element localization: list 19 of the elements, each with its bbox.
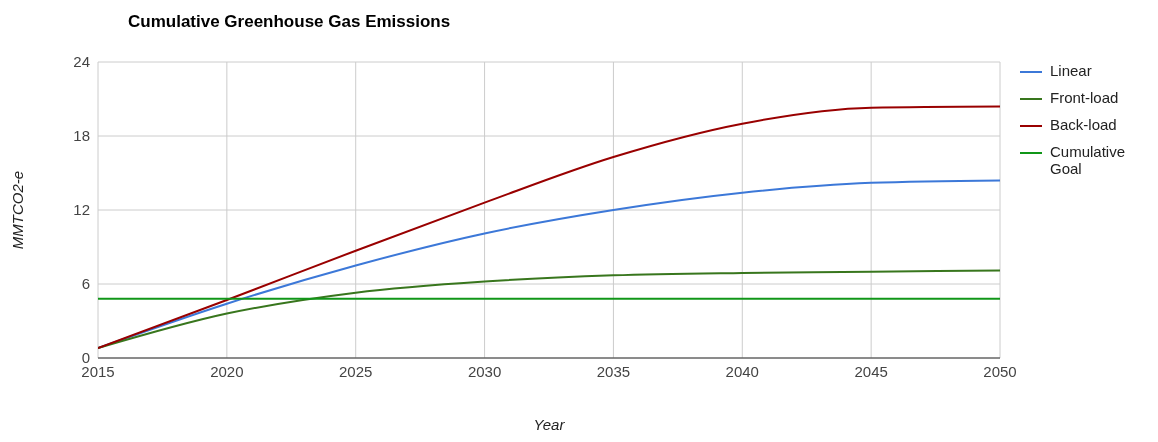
legend-label: Cumulative Goal [1050,143,1126,177]
y-tick-label: 12 [73,201,90,219]
x-tick-label: 2030 [467,362,502,380]
y-tick-label: 18 [73,127,90,145]
legend-label: Back-load [1050,116,1118,133]
x-tick-label: 2025 [339,362,373,380]
x-tick-label: 2035 [596,362,631,380]
x-tick-label: 2040 [725,362,759,380]
x-tick-label: 2020 [210,362,244,380]
chart-title: Cumulative Greenhouse Gas Emissions [128,12,451,32]
y-tick-label: 6 [81,275,90,293]
x-tick-label: 2045 [854,362,888,380]
y-axis-title: MMTCO2-e [9,170,27,250]
x-tick-label: 2050 [983,362,1017,380]
line-series [98,105,1000,350]
x-axis-title: Year [533,416,566,433]
legend-label: Front-load [1050,89,1120,106]
legend-label: Linear [1050,62,1093,79]
y-tick-label: 24 [73,53,90,71]
